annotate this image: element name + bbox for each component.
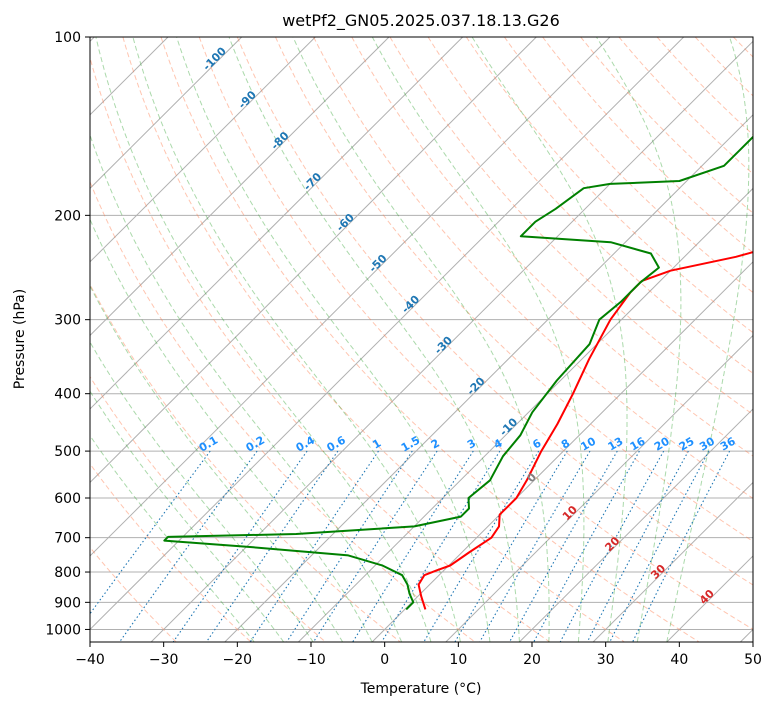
y-tick-label: 900: [54, 595, 81, 611]
x-axis-label: Temperature (°C): [360, 681, 482, 697]
y-tick-label: 500: [54, 444, 81, 460]
x-tick-label: −10: [296, 652, 326, 668]
x-tick-label: 10: [449, 652, 467, 668]
x-tick-label: 0: [380, 652, 389, 668]
x-tick-label: −30: [149, 652, 179, 668]
x-tick-label: 50: [744, 652, 762, 668]
y-tick-label: 100: [54, 30, 81, 46]
y-tick-label: 600: [54, 491, 81, 507]
x-tick-label: 20: [523, 652, 541, 668]
y-tick-label: 800: [54, 565, 81, 581]
x-tick-label: −40: [75, 652, 105, 668]
x-tick-label: 30: [597, 652, 615, 668]
y-axis-label: Pressure (hPa): [12, 289, 28, 389]
y-tick-label: 700: [54, 531, 81, 547]
chart-title: wetPf2_GN05.2025.037.18.13.G26: [282, 11, 560, 31]
y-tick-label: 300: [54, 313, 81, 329]
y-tick-label: 1000: [45, 622, 81, 638]
y-tick-label: 200: [54, 208, 81, 224]
x-tick-label: 40: [670, 652, 688, 668]
y-tick-label: 400: [54, 387, 81, 403]
x-tick-label: −20: [223, 652, 253, 668]
